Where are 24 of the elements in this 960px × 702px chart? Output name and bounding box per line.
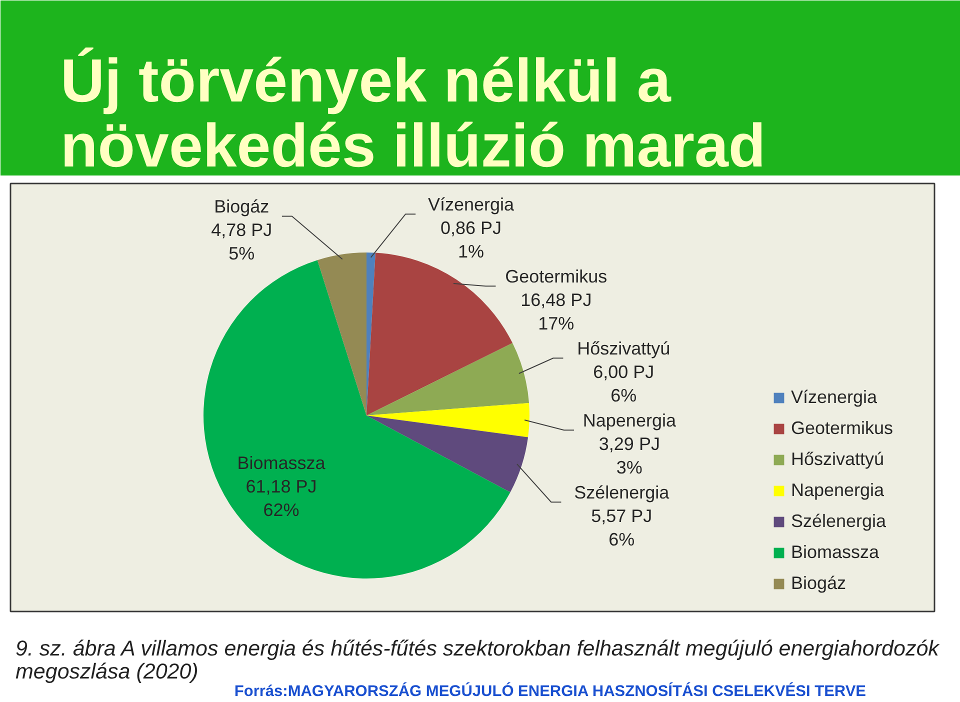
text: Forrás:MAGYARORSZÁG MEGÚJULÓ ENERGIA HASZNOSÍTÁSI CSELEKVÉSI TERVE <box>234 682 866 700</box>
legend-label: Hőszivattyú <box>791 448 884 470</box>
legend-label: Biomassza <box>791 542 880 563</box>
text: 9. sz. ábra A villamos energia és hűtés-fűtés szektorokban felhasznált megújuló energiahordozók megoszlása (2020) <box>16 636 940 684</box>
data-label: 5,57 PJ 6% <box>591 506 652 550</box>
slice-label: Hőszivattyú <box>577 338 670 359</box>
slice-label: Biogáz <box>214 196 270 217</box>
slice-label: Vízenergia <box>428 194 515 215</box>
chart-title: Új törvények nélkül a növekedés illúzió marad <box>60 46 766 180</box>
data-label: 3,29 PJ 3% <box>598 434 660 478</box>
legend-label: Szélenergia <box>791 510 886 532</box>
data-label: 61,18 PJ 62% <box>246 476 317 520</box>
legend-label: Napenergia <box>791 480 884 501</box>
slice-label: Szélenergia <box>574 482 670 503</box>
data-label: 6,00 PJ 6% <box>593 362 654 406</box>
legend-label: Geotermikus <box>791 418 894 439</box>
legend-label: Vízenergia <box>791 386 878 408</box>
slice-label: Napenergia <box>582 410 677 431</box>
data-label: 0,86 PJ 1% <box>440 218 502 262</box>
data-label: 16,48 PJ 17% <box>520 290 592 334</box>
data-label: 4,78 PJ 5% <box>211 220 272 264</box>
slice-label: Biomassza <box>237 452 326 473</box>
legend-label: Biogáz <box>791 572 846 594</box>
slice-label: Geotermikus <box>505 266 608 287</box>
